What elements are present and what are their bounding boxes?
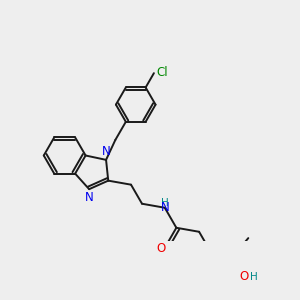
Text: O: O <box>240 270 249 283</box>
Text: Cl: Cl <box>157 66 168 79</box>
Text: H: H <box>250 272 258 282</box>
Text: N: N <box>160 201 169 214</box>
Text: O: O <box>157 242 166 255</box>
Text: N: N <box>102 145 110 158</box>
Text: N: N <box>85 191 94 204</box>
Text: H: H <box>161 198 169 208</box>
